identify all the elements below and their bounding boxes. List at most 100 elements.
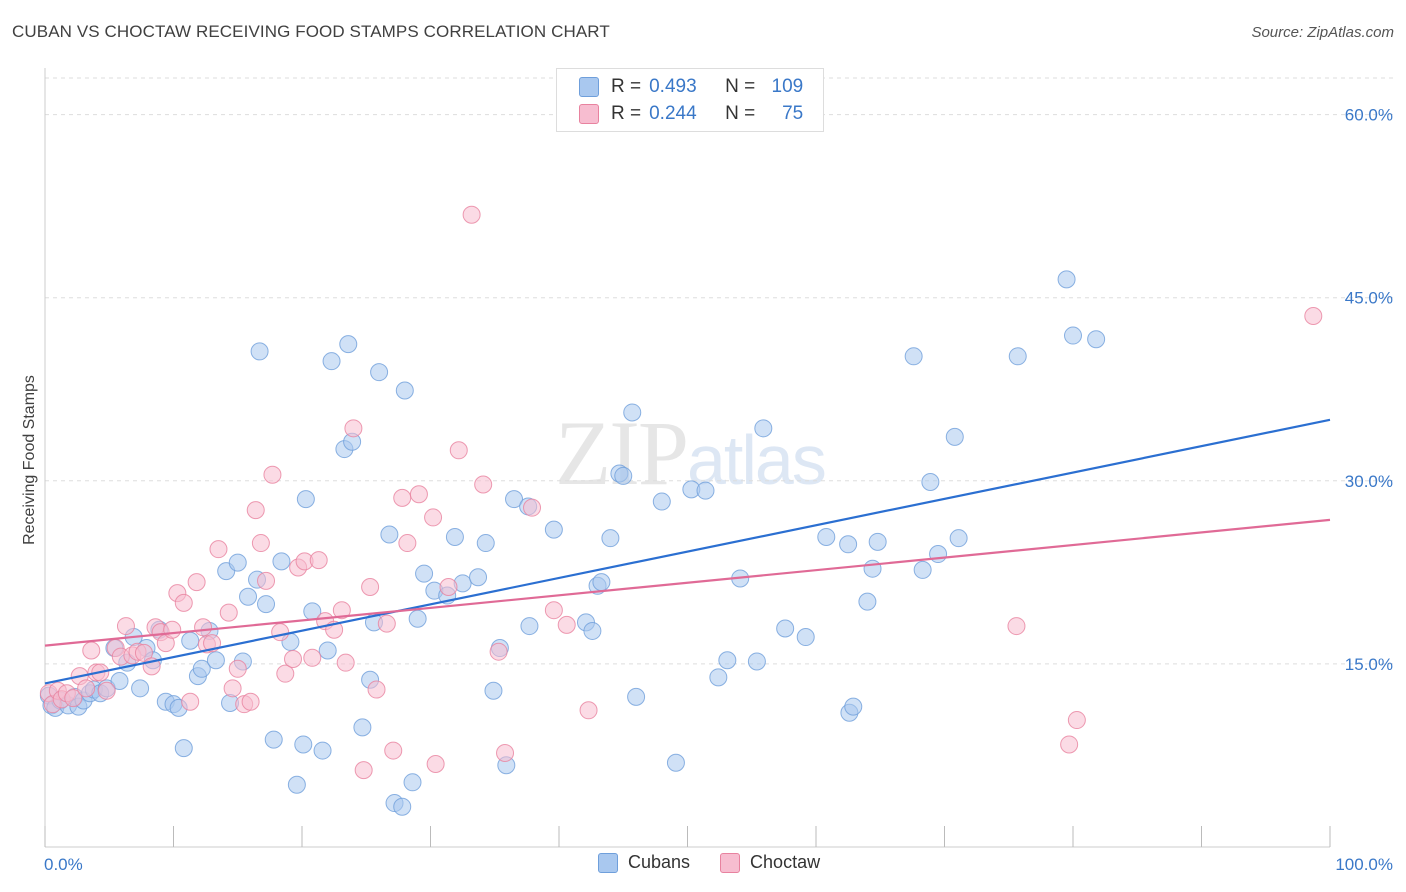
data-point-cubans [817, 527, 836, 546]
data-point-choctaw [377, 614, 396, 633]
data-point-cubans [339, 335, 358, 354]
data-point-cubans [868, 532, 887, 551]
data-point-cubans [287, 775, 306, 794]
data-point-cubans [445, 527, 464, 546]
data-point-choctaw [579, 701, 598, 720]
source-attribution: Source: ZipAtlas.com [1251, 24, 1394, 41]
data-point-choctaw [344, 419, 363, 438]
data-point-choctaw [223, 679, 242, 698]
data-point-cubans [257, 595, 276, 614]
data-point-cubans [239, 587, 258, 606]
data-point-cubans [294, 735, 313, 754]
data-point-cubans [250, 342, 269, 361]
trend-line-cubans [44, 418, 1331, 685]
legend-row-choctaw: R = 0.244 N = 75 [579, 102, 803, 126]
data-point-cubans [776, 619, 795, 638]
bottom-legend-swatch-cubans [598, 852, 618, 873]
data-point-choctaw [523, 498, 542, 517]
data-point-choctaw [424, 508, 443, 527]
watermark-zip: ZIP [555, 402, 689, 504]
data-point-choctaw [303, 648, 322, 667]
bottom-legend: Cubans Choctaw [598, 852, 850, 873]
data-point-cubans [844, 697, 863, 716]
data-point-cubans [696, 481, 715, 500]
data-point-cubans [520, 617, 539, 636]
legend-r-label: R = [611, 76, 642, 97]
data-point-choctaw [544, 601, 563, 620]
data-point-choctaw [361, 578, 380, 597]
data-point-choctaw [257, 571, 276, 590]
data-point-cubans [206, 651, 225, 670]
data-point-cubans [272, 552, 291, 571]
y-tick-label: 45.0% [1345, 289, 1393, 308]
data-point-cubans [318, 641, 337, 660]
data-point-choctaw [398, 534, 417, 553]
bottom-legend-item-cubans: Cubans [598, 852, 690, 873]
data-point-cubans [652, 492, 671, 511]
data-point-cubans [264, 730, 283, 749]
data-point-choctaw [393, 488, 412, 507]
y-tick-label: 60.0% [1345, 106, 1393, 125]
data-point-choctaw [209, 540, 228, 559]
y-tick-label: 15.0% [1345, 655, 1393, 674]
data-point-cubans [1064, 326, 1082, 345]
data-point-choctaw [97, 681, 116, 700]
legend-swatch-choctaw [579, 104, 599, 124]
legend-n-label: N = [725, 76, 756, 97]
data-point-cubans [1087, 330, 1106, 349]
data-point-choctaw [77, 679, 96, 698]
data-point-cubans [174, 739, 193, 758]
data-point-cubans [1057, 270, 1076, 289]
data-point-choctaw [241, 692, 260, 711]
data-point-choctaw [263, 465, 282, 484]
watermark: ZIPatlas [555, 400, 827, 506]
data-point-choctaw [557, 615, 576, 634]
trend-line-choctaw [44, 518, 1331, 647]
data-point-choctaw [194, 618, 213, 637]
data-point-cubans [747, 652, 766, 671]
data-point-cubans [228, 553, 247, 572]
data-point-choctaw [332, 601, 351, 620]
bottom-legend-swatch-choctaw [720, 852, 741, 873]
data-point-cubans [181, 631, 200, 650]
data-point-choctaw [276, 664, 295, 683]
y-tick-label: 30.0% [1345, 472, 1393, 491]
data-point-choctaw [336, 653, 355, 672]
data-point-choctaw [462, 205, 481, 224]
data-point-cubans [796, 628, 815, 647]
data-point-choctaw [449, 441, 468, 460]
data-point-choctaw [163, 620, 182, 639]
data-point-choctaw [134, 643, 153, 662]
data-point-choctaw [181, 692, 200, 711]
data-point-cubans [505, 490, 524, 509]
data-point-cubans [627, 687, 646, 706]
data-point-cubans [592, 573, 611, 592]
legend-n-label: N = [725, 103, 756, 124]
data-point-choctaw [409, 485, 428, 504]
data-point-cubans [393, 797, 412, 816]
data-point-choctaw [439, 578, 458, 597]
data-point-choctaw [309, 551, 328, 570]
data-point-cubans [718, 651, 737, 670]
data-point-cubans [858, 592, 877, 611]
data-point-choctaw [474, 475, 493, 494]
data-point-choctaw [219, 603, 238, 622]
data-point-choctaw [367, 680, 386, 699]
data-point-cubans [403, 773, 422, 792]
data-point-cubans [1008, 347, 1027, 366]
data-point-choctaw [271, 623, 290, 642]
data-point-cubans [614, 466, 633, 485]
data-point-cubans [353, 718, 372, 737]
data-point-cubans [623, 403, 642, 422]
data-point-cubans [754, 419, 773, 438]
data-point-cubans [929, 545, 948, 564]
data-point-cubans [484, 681, 503, 700]
data-point-choctaw [187, 573, 206, 592]
data-point-cubans [395, 381, 414, 400]
data-point-choctaw [174, 593, 193, 612]
legend-r-value-choctaw: 0.244 [649, 103, 697, 124]
data-point-cubans [666, 753, 685, 772]
bottom-legend-item-choctaw: Choctaw [720, 852, 820, 873]
legend-swatch-cubans [579, 77, 599, 97]
data-point-choctaw [496, 744, 515, 763]
